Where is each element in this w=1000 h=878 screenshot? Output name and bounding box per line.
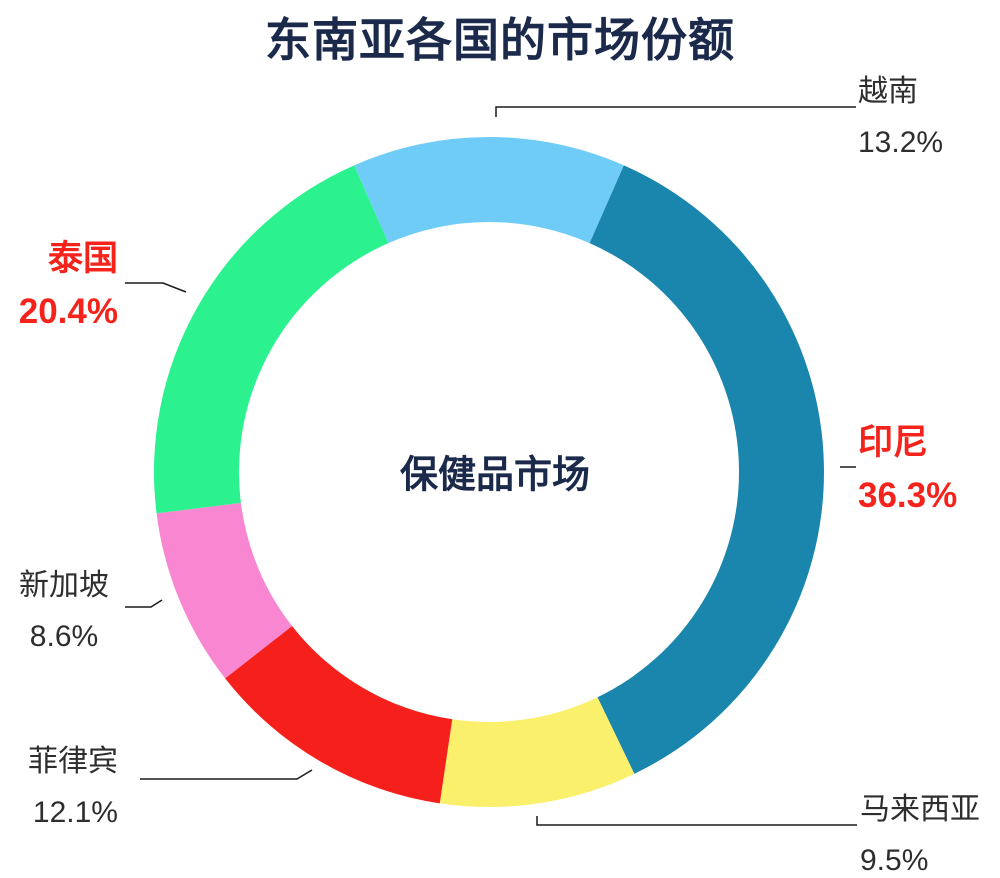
leader-line-5 <box>125 282 187 293</box>
segment-label-indonesia: 印尼 36.3% <box>858 416 957 522</box>
segment-name: 泰国 <box>47 239 118 278</box>
segment-name: 印尼 <box>858 423 929 462</box>
leader-line-3 <box>140 769 313 780</box>
segment-percent: 9.5% <box>860 844 929 877</box>
segment-percent: 36.3% <box>858 476 958 515</box>
donut-segment-5 <box>153 165 389 514</box>
donut-segment-0 <box>354 137 624 244</box>
leader-line-4 <box>125 599 163 608</box>
segment-label-malaysia: 马来西亚 9.5% <box>860 784 980 878</box>
segment-percent: 20.4% <box>18 292 118 331</box>
segment-percent: 12.1% <box>32 796 118 829</box>
donut-segment-2 <box>439 697 635 807</box>
donut-segment-3 <box>225 626 453 804</box>
donut-center-label: 保健品市场 <box>399 454 591 497</box>
leader-line-0 <box>495 106 856 117</box>
chart-title: 东南亚各国的市场份额 <box>265 14 735 66</box>
segment-percent: 13.2% <box>858 126 944 159</box>
segment-label-thailand: 泰国 20.4% <box>0 232 118 338</box>
segment-name: 新加坡 <box>19 569 109 602</box>
leader-line-2 <box>536 816 857 826</box>
segment-label-vietnam: 越南 13.2% <box>858 66 943 168</box>
segment-label-singapore: 新加坡 8.6% <box>8 560 120 662</box>
segment-name: 越南 <box>858 75 918 108</box>
donut-segment-4 <box>156 502 293 679</box>
segment-name: 菲律宾 <box>28 745 118 778</box>
segment-label-philippines: 菲律宾 12.1% <box>0 736 118 838</box>
donut-segment-1 <box>589 165 824 774</box>
segment-percent: 8.6% <box>29 620 99 653</box>
segment-name: 马来西亚 <box>860 793 980 826</box>
